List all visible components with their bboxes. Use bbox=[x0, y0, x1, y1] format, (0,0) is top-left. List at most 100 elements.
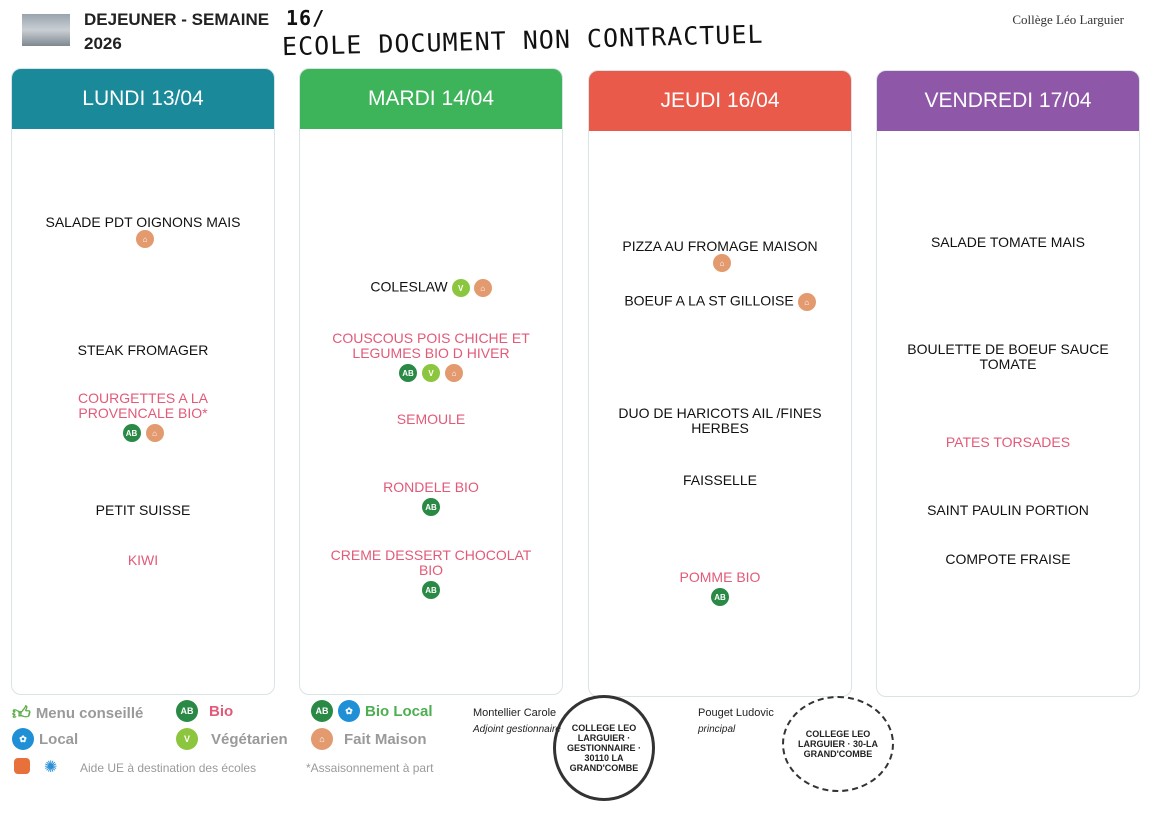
college-name: Collège Léo Larguier bbox=[1012, 12, 1124, 27]
legend-aide-ue: Aide UE à destination des écoles bbox=[80, 761, 257, 775]
menu-item-text: DUO DE HARICOTS AIL /FINES HERBES bbox=[618, 405, 822, 436]
legend-fait-maison: ⌂ Fait Maison bbox=[311, 728, 427, 750]
fait-maison-icon: ⌂ bbox=[145, 424, 164, 442]
legend-vegetarien: V Végétarien bbox=[176, 728, 288, 750]
legend-bio-local: AB ✿ Bio Local bbox=[311, 700, 433, 722]
day-card-lundi: LUNDI 13/04 SALADE PDT OIGNONS MAIS ⌂ STEAK… bbox=[11, 68, 275, 695]
thumbs-up-icon: 👍︎ bbox=[12, 703, 31, 723]
legend-menu-conseille: 👍︎ Menu conseillé bbox=[12, 702, 143, 724]
stamp-principal: COLLEGE LEO LARGUIER · 30-LA GRAND'COMBE bbox=[782, 696, 894, 792]
day-header: VENDREDI 17/04 bbox=[877, 71, 1139, 131]
legend-label: Bio bbox=[209, 702, 234, 720]
menu-item: PETIT SUISSE bbox=[12, 503, 274, 518]
handwritten-note: ECOLE DOCUMENT NON CONTRACTUEL bbox=[281, 19, 764, 62]
fait-maison-icon: ⌂ bbox=[713, 254, 731, 272]
bio-icon: AB bbox=[422, 581, 440, 599]
menu-item-text: KIWI bbox=[127, 552, 159, 568]
menu-item: FAISSELLE bbox=[589, 473, 851, 488]
menu-item-text: COLESLAW bbox=[370, 278, 448, 295]
day-card-vendredi: VENDREDI 17/04 SALADE TOMATE MAIS BOULETTE… bbox=[876, 70, 1140, 697]
menu-item-text: SEMOULE bbox=[396, 411, 466, 427]
fait-maison-icon: ⌂ bbox=[311, 728, 333, 750]
menu-item-text: PETIT SUISSE bbox=[95, 502, 191, 518]
signature-principal: Pouget Ludovic principal bbox=[698, 707, 774, 735]
legend-label: Local bbox=[39, 730, 79, 748]
menu-item-text: BOEUF A LA ST GILLOISE bbox=[624, 292, 794, 309]
bio-icon: AB bbox=[311, 700, 333, 722]
menu-item-text: PIZZA AU FROMAGE MAISON bbox=[622, 238, 818, 254]
menu-item: SEMOULE bbox=[300, 412, 562, 427]
menu-item: SALADE TOMATE MAIS bbox=[877, 235, 1139, 250]
bio-icon: AB bbox=[711, 588, 729, 606]
menu-item: BOEUF A LA ST GILLOISE ⌂ bbox=[589, 293, 851, 311]
menu-item: CREME DESSERT CHOCOLAT BIO AB bbox=[300, 548, 562, 599]
vegetarian-icon: V bbox=[176, 728, 198, 750]
menu-item-text: CREME DESSERT CHOCOLAT BIO bbox=[330, 547, 532, 578]
menu-item: PIZZA AU FROMAGE MAISON ⌂ bbox=[589, 239, 851, 272]
bio-icon: AB bbox=[422, 498, 440, 516]
menu-item: RONDELE BIO AB bbox=[300, 480, 562, 516]
stamp-text: COLLEGE LEO LARGUIER · 30-LA GRAND'COMBE bbox=[797, 729, 878, 759]
menu-item-text: STEAK FROMAGER bbox=[77, 342, 209, 358]
menu-item-text: POMME BIO bbox=[679, 569, 761, 585]
menu-item-text: SALADE PDT OIGNONS MAIS bbox=[45, 214, 241, 230]
signature-gestionnaire: Montellier Carole Adjoint gestionnaire bbox=[473, 707, 561, 735]
menu-item: BOULETTE DE BOEUF SAUCE TOMATE bbox=[877, 342, 1139, 372]
signatory-role: Adjoint gestionnaire bbox=[473, 724, 561, 735]
ue-stars-icon: ✺ bbox=[44, 759, 58, 776]
menu-item: COMPOTE FRAISE bbox=[877, 552, 1139, 567]
fait-maison-icon: ⌂ bbox=[136, 230, 154, 248]
legend-local: ✿ Local bbox=[12, 728, 78, 750]
fait-maison-icon: ⌂ bbox=[473, 279, 492, 297]
page-title: DEJEUNER - SEMAINE 2026 bbox=[84, 8, 269, 56]
legend-label: Fait Maison bbox=[344, 730, 427, 748]
ue-basket-icon bbox=[14, 758, 30, 774]
legend-bio: AB Bio bbox=[176, 700, 233, 722]
menu-item: COLESLAW V ⌂ bbox=[300, 279, 562, 297]
signatory-name: Pouget Ludovic bbox=[698, 707, 774, 719]
bio-icon: AB bbox=[399, 364, 417, 382]
menu-item-text: RONDELE BIO bbox=[383, 479, 479, 495]
menu-item-text: COMPOTE FRAISE bbox=[945, 551, 1071, 567]
title-line1: DEJEUNER - SEMAINE bbox=[84, 10, 270, 29]
legend-label: Bio Local bbox=[365, 702, 433, 720]
menu-item-text: SAINT PAULIN PORTION bbox=[927, 502, 1089, 518]
local-icon: ✿ bbox=[338, 700, 360, 722]
menu-item-text: PATES TORSADES bbox=[945, 434, 1071, 450]
menu-item: DUO DE HARICOTS AIL /FINES HERBES bbox=[589, 406, 851, 436]
title-year: 2026 bbox=[84, 34, 122, 53]
stamp-text: COLLEGE LEO LARGUIER · GESTIONNAIRE · 30… bbox=[566, 723, 641, 773]
day-card-mardi: MARDI 14/04 COLESLAW V ⌂ COUSCOUS POIS CHICH… bbox=[299, 68, 563, 695]
day-header: LUNDI 13/04 bbox=[12, 69, 274, 129]
fait-maison-icon: ⌂ bbox=[797, 293, 816, 311]
day-card-jeudi: JEUDI 16/04 PIZZA AU FROMAGE MAISON ⌂ BOEUF… bbox=[588, 70, 852, 697]
signatory-name: Montellier Carole bbox=[473, 707, 557, 719]
signatory-role: principal bbox=[698, 724, 736, 735]
fait-maison-icon: ⌂ bbox=[445, 364, 463, 382]
menu-item: SALADE PDT OIGNONS MAIS ⌂ bbox=[12, 215, 274, 248]
vegetarian-icon: V bbox=[422, 364, 440, 382]
bio-icon: AB bbox=[122, 424, 141, 442]
day-header: JEUDI 16/04 bbox=[589, 71, 851, 131]
local-icon: ✿ bbox=[12, 728, 34, 750]
menu-item: PATES TORSADES bbox=[877, 435, 1139, 450]
bio-icon: AB bbox=[176, 700, 198, 722]
menu-item: STEAK FROMAGER bbox=[12, 343, 274, 358]
menu-item: COURGETTES A LA PROVENCALE BIO* AB ⌂ bbox=[12, 391, 274, 442]
legend-label: Menu conseillé bbox=[35, 704, 144, 722]
menu-item-text: SALADE TOMATE MAIS bbox=[930, 234, 1086, 250]
week-number-handwritten: 16/ bbox=[286, 6, 326, 30]
legend-assaisonnement: *Assaisonnement à part bbox=[306, 761, 434, 775]
day-header: MARDI 14/04 bbox=[300, 69, 562, 129]
menu-item-text: COURGETTES A LA PROVENCALE BIO* bbox=[78, 390, 208, 421]
menu-item-text: COUSCOUS POIS CHICHE ET LEGUMES BIO D HI… bbox=[332, 330, 530, 361]
legend-label: Végétarien bbox=[211, 730, 288, 748]
menu-item: POMME BIO AB bbox=[589, 570, 851, 606]
menu-item: SAINT PAULIN PORTION bbox=[877, 503, 1139, 518]
menu-item: KIWI bbox=[12, 553, 274, 568]
stamp-gestionnaire: COLLEGE LEO LARGUIER · GESTIONNAIRE · 30… bbox=[553, 695, 655, 801]
menu-item: COUSCOUS POIS CHICHE ET LEGUMES BIO D HI… bbox=[300, 331, 562, 382]
school-logo bbox=[22, 14, 70, 46]
vegetarian-icon: V bbox=[451, 279, 470, 297]
menu-item-text: FAISSELLE bbox=[683, 472, 757, 488]
